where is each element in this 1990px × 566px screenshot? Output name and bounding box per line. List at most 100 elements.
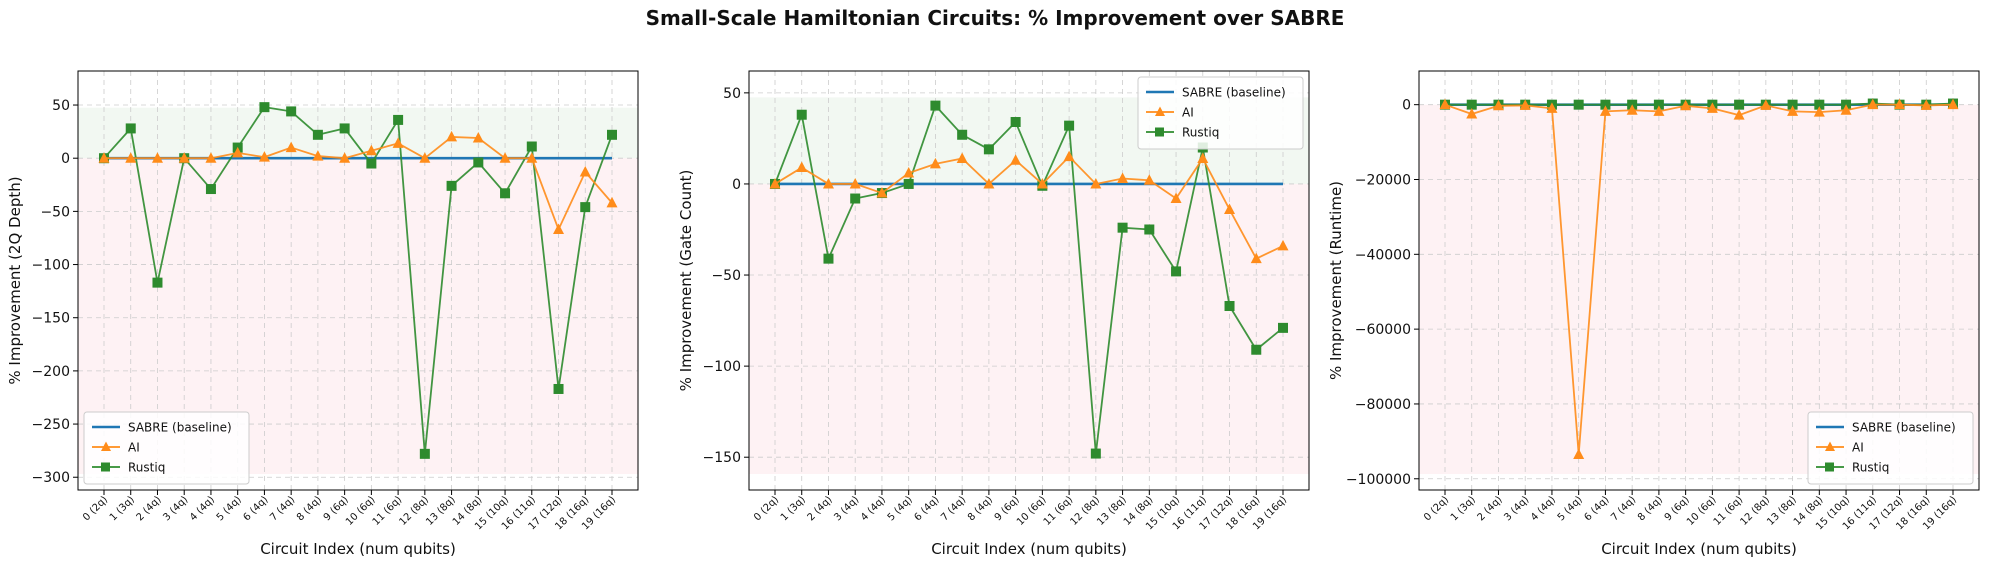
legend-label: Rustiq bbox=[128, 461, 165, 475]
y-axis-label: % Improvement (Runtime) bbox=[1327, 181, 1345, 380]
x-axis-label: Circuit Index (num qubits) bbox=[260, 540, 456, 558]
x-tick-label: 8 (4q) bbox=[966, 494, 995, 523]
x-tick-label: 8 (4q) bbox=[1636, 494, 1665, 523]
legend-box bbox=[83, 411, 250, 485]
x-tick-label: 7 (4q) bbox=[1609, 494, 1638, 523]
data-point-rustiq bbox=[286, 106, 297, 117]
x-axis-label: Circuit Index (num qubits) bbox=[931, 540, 1127, 558]
data-point-rustiq bbox=[1224, 301, 1235, 312]
data-point-ai bbox=[365, 144, 377, 156]
data-point-ai bbox=[1680, 99, 1692, 111]
x-tick-label: 5 (4q) bbox=[886, 494, 915, 523]
data-point-rustiq bbox=[553, 383, 564, 394]
y-tick-label: −50 bbox=[711, 268, 741, 284]
y-tick-label: −250 bbox=[32, 417, 70, 433]
y-tick-label: 50 bbox=[52, 98, 70, 114]
data-point-ai bbox=[1947, 98, 1959, 110]
axes-frame bbox=[1418, 70, 1980, 491]
legend-marker-square bbox=[101, 462, 110, 472]
data-point-rustiq bbox=[903, 178, 914, 189]
x-tick-label: 3 (4q) bbox=[161, 494, 190, 523]
data-point-rustiq bbox=[823, 253, 834, 264]
data-point-rustiq bbox=[1653, 99, 1664, 110]
data-point-ai bbox=[1733, 109, 1745, 120]
y-tick-label: −100000 bbox=[1346, 472, 1411, 488]
data-point-ai bbox=[983, 177, 995, 189]
y-tick-label: −60000 bbox=[1355, 322, 1411, 338]
data-point-ai bbox=[1867, 98, 1879, 110]
chart-2: 50 0 −50 −100 −150 0 (2q)1 (3q)2 (4q)3 (4q)4 … bbox=[677, 70, 1310, 558]
data-point-rustiq bbox=[1787, 99, 1798, 110]
data-point-ai bbox=[1840, 104, 1852, 115]
legend-label: SABRE (baseline) bbox=[128, 421, 232, 435]
y-tick-label: −50 bbox=[40, 204, 70, 220]
legend-box bbox=[1807, 411, 1974, 485]
data-point-ai bbox=[1599, 105, 1611, 116]
y-axis-label: % Improvement (2Q Depth) bbox=[6, 176, 24, 384]
axes-frame bbox=[77, 70, 639, 491]
data-point-ai bbox=[1626, 104, 1638, 115]
y-tick-label: −150 bbox=[32, 311, 70, 327]
x-tick-label: 8 (4q) bbox=[295, 494, 324, 523]
series-line-ai bbox=[104, 136, 613, 232]
data-point-ai bbox=[1813, 106, 1825, 117]
chart-3: 0 −20000 −40000 −60000 −80000 −100000 0 (2q)1 … bbox=[1327, 70, 1980, 558]
data-point-ai bbox=[1466, 108, 1478, 119]
legend: SABRE (baseline) AI Rustiq bbox=[1807, 411, 1974, 485]
data-point-ai bbox=[769, 177, 781, 189]
series-line-rustiq bbox=[103, 106, 613, 454]
data-point-ai bbox=[1170, 192, 1182, 204]
data-point-rustiq bbox=[1171, 266, 1182, 277]
data-point-rustiq bbox=[1144, 224, 1155, 235]
data-point-rustiq bbox=[419, 448, 430, 459]
legend-marker-square bbox=[1825, 462, 1834, 472]
y-tick-label: 0 bbox=[1402, 98, 1411, 114]
y-tick-label: −150 bbox=[703, 450, 741, 466]
y-tick-label: −40000 bbox=[1355, 247, 1411, 263]
data-point-rustiq bbox=[152, 277, 163, 288]
data-point-rustiq bbox=[1573, 99, 1584, 110]
x-axis-label: Circuit Index (num qubits) bbox=[1601, 540, 1797, 558]
x-tick-label: 1 (3q) bbox=[1449, 494, 1478, 523]
figure-title: Small-Scale Hamiltonian Circuits: % Impr… bbox=[645, 6, 1345, 30]
x-tick-label: 4 (4q) bbox=[1529, 494, 1558, 523]
data-point-ai bbox=[1760, 99, 1772, 110]
data-point-rustiq bbox=[930, 100, 941, 111]
x-tick-label: 7 (4q) bbox=[939, 494, 968, 523]
data-point-ai bbox=[849, 177, 861, 189]
data-point-rustiq bbox=[473, 157, 484, 168]
x-tick-label: 5 (4q) bbox=[215, 494, 244, 523]
data-point-ai bbox=[339, 152, 351, 163]
data-point-ai bbox=[312, 150, 324, 161]
data-point-ai bbox=[1143, 174, 1155, 185]
data-point-ai bbox=[796, 161, 808, 173]
data-point-rustiq bbox=[1251, 344, 1262, 355]
x-tick-label: 4 (4q) bbox=[859, 494, 888, 523]
x-tick-label: 2 (4q) bbox=[135, 494, 164, 523]
data-point-ai bbox=[579, 166, 591, 177]
data-point-rustiq bbox=[526, 141, 537, 152]
data-point-ai bbox=[606, 196, 618, 208]
data-point-rustiq bbox=[1734, 99, 1745, 110]
data-point-ai bbox=[1117, 172, 1129, 183]
x-tick-label: 4 (4q) bbox=[188, 494, 217, 523]
data-point-ai bbox=[178, 152, 190, 163]
data-point-ai bbox=[1090, 177, 1102, 189]
data-point-ai bbox=[1894, 98, 1906, 110]
legend-marker-triangle bbox=[1825, 441, 1835, 451]
x-tick-label: 6 (4q) bbox=[1583, 494, 1612, 523]
x-tick-label: 6 (4q) bbox=[913, 494, 942, 523]
x-tick-label: 5 (4q) bbox=[1556, 494, 1585, 523]
x-tick-label: 1 (3q) bbox=[108, 494, 137, 523]
data-point-rustiq bbox=[957, 129, 968, 140]
y-tick-label: −200 bbox=[32, 364, 70, 380]
data-point-ai bbox=[1706, 102, 1718, 113]
positive-band bbox=[78, 107, 638, 159]
legend-label: AI bbox=[128, 441, 140, 455]
data-point-rustiq bbox=[607, 129, 617, 140]
y-tick-label: −100 bbox=[32, 258, 70, 274]
data-point-ai bbox=[1546, 102, 1558, 113]
data-point-rustiq bbox=[500, 188, 511, 199]
data-point-rustiq bbox=[1117, 222, 1128, 233]
legend-label: Rustiq bbox=[1182, 126, 1219, 140]
